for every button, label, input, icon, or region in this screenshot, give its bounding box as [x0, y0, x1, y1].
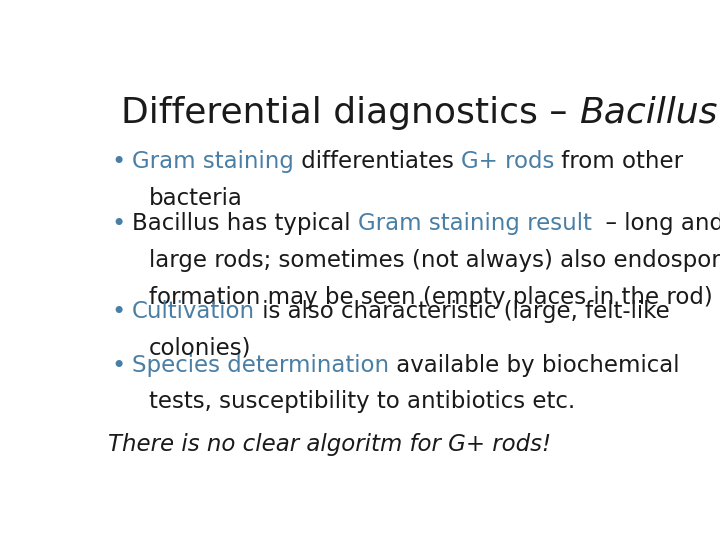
- Text: – long and: – long and: [591, 212, 720, 235]
- Text: is also characteristic (large, felt-like: is also characteristic (large, felt-like: [255, 300, 670, 323]
- Text: available by biochemical: available by biochemical: [389, 354, 680, 377]
- Text: Differential diagnostics –: Differential diagnostics –: [121, 96, 579, 130]
- Text: Bacillus has typical: Bacillus has typical: [132, 212, 358, 235]
- Text: bacteria: bacteria: [148, 187, 243, 210]
- Text: from other: from other: [554, 150, 683, 173]
- Text: formation may be seen (empty places in the rod): formation may be seen (empty places in t…: [148, 286, 712, 308]
- Text: G+ rods: G+ rods: [461, 150, 554, 173]
- Text: differentiates: differentiates: [294, 150, 461, 173]
- Text: •: •: [111, 354, 125, 378]
- Text: Bacillus: Bacillus: [579, 96, 717, 130]
- Text: Species determination: Species determination: [132, 354, 389, 377]
- Text: •: •: [111, 300, 125, 323]
- Text: Cultivation: Cultivation: [132, 300, 255, 323]
- Text: •: •: [111, 150, 125, 174]
- Text: Gram staining result: Gram staining result: [358, 212, 591, 235]
- Text: Gram staining: Gram staining: [132, 150, 294, 173]
- Text: tests, susceptibility to antibiotics etc.: tests, susceptibility to antibiotics etc…: [148, 390, 575, 414]
- Text: large rods; sometimes (not always) also endospore: large rods; sometimes (not always) also …: [148, 249, 720, 272]
- Text: There is no clear algoritm for G+ rods!: There is no clear algoritm for G+ rods!: [109, 433, 552, 456]
- Text: colonies): colonies): [148, 336, 251, 359]
- Text: •: •: [111, 212, 125, 237]
